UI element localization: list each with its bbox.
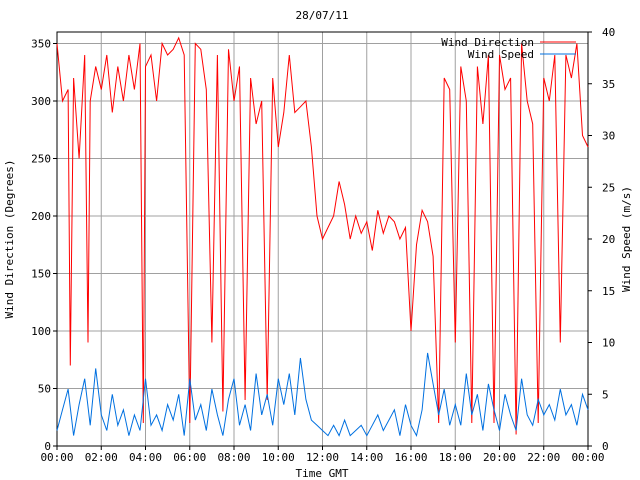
legend-label-wind-direction: Wind Direction bbox=[441, 36, 534, 49]
x-tick-label: 00:00 bbox=[40, 451, 73, 464]
x-tick-label: 16:00 bbox=[394, 451, 427, 464]
left-y-tick-label: 200 bbox=[31, 210, 51, 223]
x-tick-label: 08:00 bbox=[217, 451, 250, 464]
x-tick-label: 10:00 bbox=[262, 451, 295, 464]
x-axis-title: Time GMT bbox=[296, 467, 349, 480]
legend-label-wind-speed: Wind Speed bbox=[468, 48, 534, 61]
x-tick-label: 12:00 bbox=[306, 451, 339, 464]
left-y-tick-label: 0 bbox=[44, 440, 51, 453]
right-y-tick-label: 0 bbox=[602, 440, 609, 453]
right-y-tick-label: 5 bbox=[602, 388, 609, 401]
right-axis-title: Wind Speed (m/s) bbox=[620, 186, 633, 292]
x-tick-label: 02:00 bbox=[85, 451, 118, 464]
x-tick-label: 22:00 bbox=[527, 451, 560, 464]
x-tick-label: 00:00 bbox=[571, 451, 604, 464]
right-y-tick-label: 20 bbox=[602, 233, 615, 246]
left-y-tick-label: 150 bbox=[31, 268, 51, 281]
series-layer bbox=[56, 36, 589, 438]
x-tick-label: 20:00 bbox=[483, 451, 516, 464]
series-line-wind-speed bbox=[56, 352, 589, 438]
right-y-tick-label: 15 bbox=[602, 285, 615, 298]
legend: Wind Direction Wind Speed bbox=[441, 36, 576, 61]
x-tick-label: 04:00 bbox=[129, 451, 162, 464]
series-line-wind-direction bbox=[56, 36, 589, 435]
left-y-tick-label: 50 bbox=[38, 383, 51, 396]
x-tick-label: 06:00 bbox=[173, 451, 206, 464]
right-y-tick-label: 35 bbox=[602, 78, 615, 91]
left-y-tick-label: 100 bbox=[31, 325, 51, 338]
tick-layer: 00:00 02:00 04:00 06:00 08:00 10:00 12:00 14:00… bbox=[31, 26, 615, 464]
left-y-tick-label: 350 bbox=[31, 38, 51, 51]
chart-title: 28/07/11 bbox=[296, 9, 349, 22]
x-tick-label: 18:00 bbox=[439, 451, 472, 464]
right-y-tick-label: 25 bbox=[602, 181, 615, 194]
x-tick-label: 14:00 bbox=[350, 451, 383, 464]
right-y-tick-label: 10 bbox=[602, 337, 615, 350]
left-y-tick-label: 250 bbox=[31, 153, 51, 166]
right-y-tick-label: 30 bbox=[602, 130, 615, 143]
left-y-tick-label: 300 bbox=[31, 95, 51, 108]
right-y-tick-label: 40 bbox=[602, 26, 615, 39]
left-axis-title: Wind Direction (Degrees) bbox=[3, 160, 16, 319]
